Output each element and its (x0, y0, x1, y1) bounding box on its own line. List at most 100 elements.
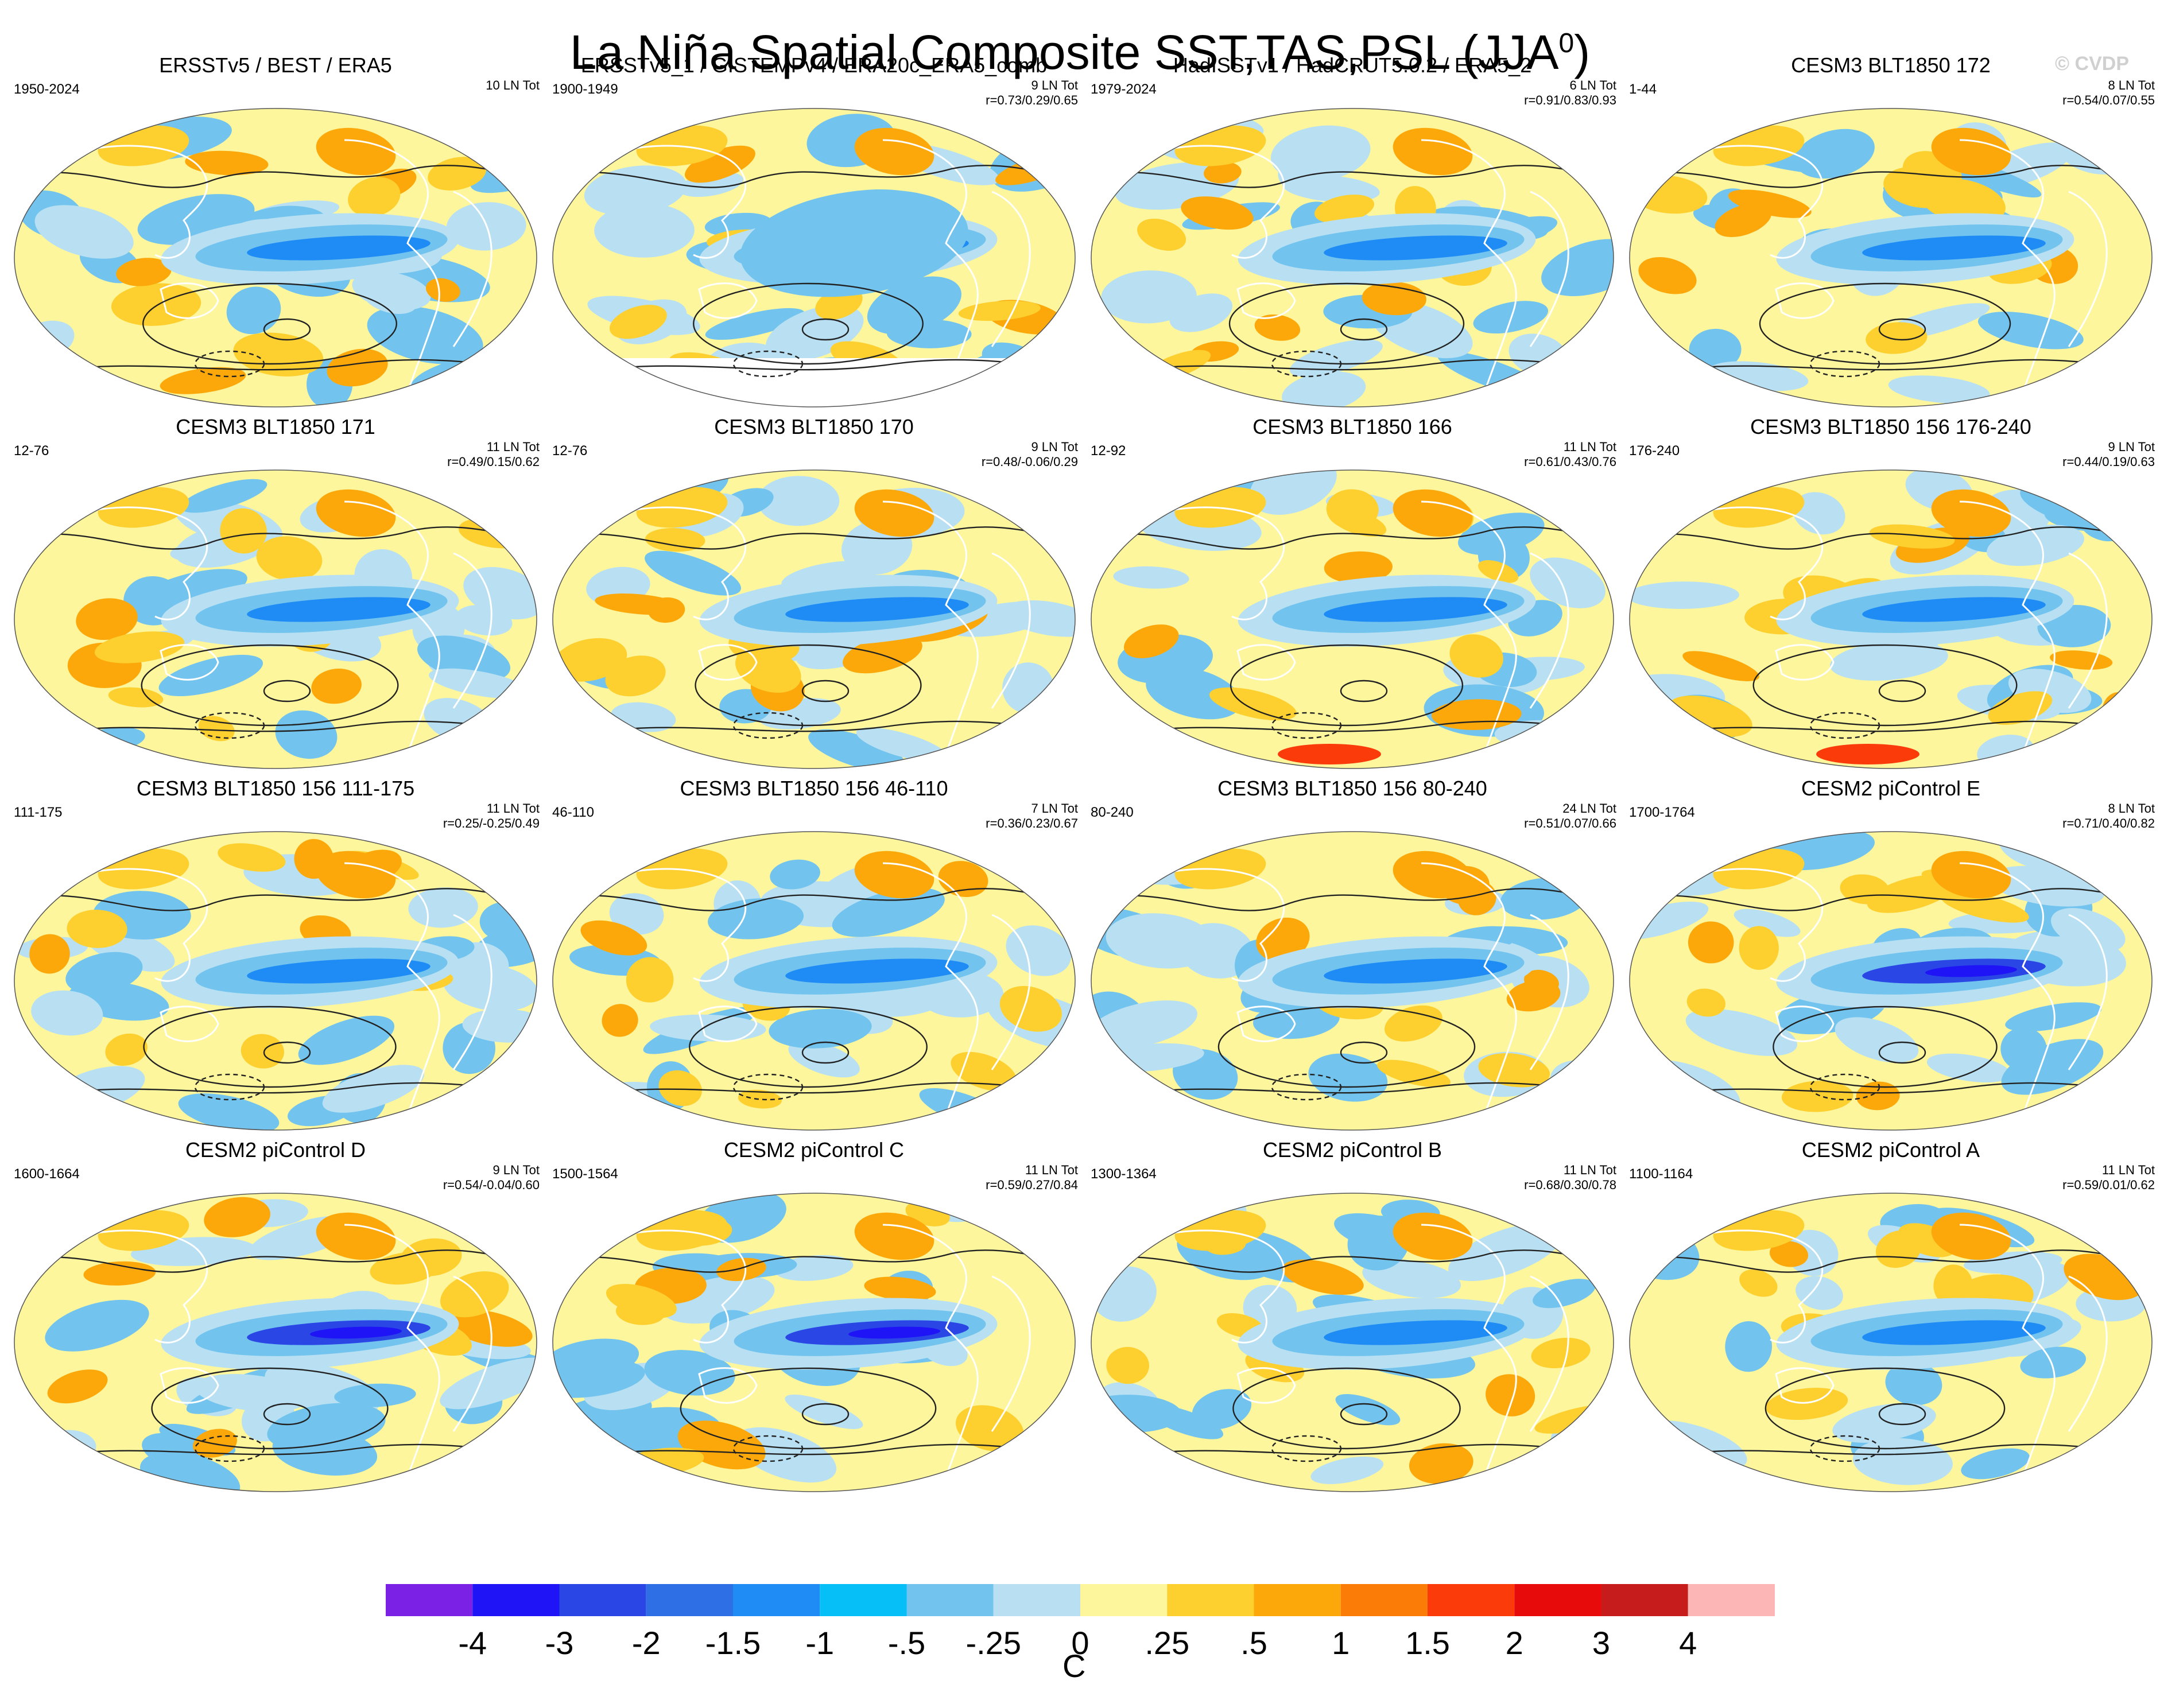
panel-correlation-stats: r=0.61/0.43/0.76 (1524, 455, 1616, 469)
warm-anomaly-patch (999, 985, 1062, 1032)
warm-anomaly-patch (1204, 161, 1242, 184)
panel-ln-count: 11 LN Tot (1025, 1163, 1078, 1177)
psl-contour-negative (1271, 1073, 1342, 1101)
cool-anomaly-patch (45, 1299, 149, 1352)
psl-contour-positive (1638, 1249, 2150, 1273)
panel-years: 12-76 (552, 443, 588, 459)
colorbar-swatch (993, 1584, 1080, 1616)
psl-contour-positive (1878, 318, 1926, 341)
asia-coastline (1157, 868, 1285, 982)
psl-contour-positive (1878, 680, 1926, 702)
africa-coastline (452, 1275, 493, 1432)
world-map (1091, 108, 1614, 407)
warm-anomaly-patch (645, 528, 705, 552)
africa-coastline (2068, 191, 2108, 347)
psl-contour-negative (1809, 712, 1880, 739)
warm-anomaly-patch (327, 348, 388, 387)
map-border (552, 1193, 1076, 1492)
panel-title: ERSSTv5_1 / GISTEMPv4 / ERA20c_ERA5_comb (580, 53, 1048, 77)
colorbar-swatch (559, 1584, 646, 1616)
cool-anomaly-patch (14, 470, 94, 506)
psl-contours (22, 1249, 534, 1462)
colorbar-swatch (1254, 1584, 1341, 1616)
americas-coastline (344, 500, 440, 755)
psl-contour-negative (194, 1073, 265, 1101)
warm-anomaly-patch (198, 716, 235, 742)
cool-anomaly-patch (584, 165, 687, 216)
warm-anomaly-patch (233, 332, 324, 376)
africa-coastline (2068, 1275, 2108, 1432)
cool-anomaly-patch (34, 205, 134, 259)
panel-title: CESM2 piControl B (1262, 1138, 1442, 1162)
cool-anomaly-patch (734, 1427, 837, 1483)
world-map (14, 469, 537, 769)
psl-contour-positive (801, 318, 850, 341)
warm-anomaly-patch (685, 145, 755, 183)
equatorial-cold-core (1324, 597, 1507, 622)
australia-coastline (1236, 1367, 1296, 1404)
panel-years: 1300-1364 (1091, 1166, 1157, 1182)
world-map (552, 108, 1076, 407)
asia-coastline (1695, 1229, 1824, 1344)
psl-contour-positive (1099, 1249, 1611, 1273)
coastlines (1695, 500, 2108, 755)
colorbar-swatch (1080, 1584, 1168, 1616)
asia-coastline (618, 1229, 747, 1344)
cool-anomaly-patch (769, 1009, 872, 1049)
cool-anomaly-patch (1689, 328, 1742, 371)
equatorial-cold-tongue (740, 189, 968, 297)
cool-anomaly-patch (1308, 1053, 1388, 1102)
psl-contour-positive (695, 644, 922, 727)
warm-anomaly-patch (1324, 551, 1393, 584)
colorbar-tick-label: 1 (1332, 1625, 1349, 1661)
psl-contour-positive (263, 680, 311, 702)
psl-contour-negative (732, 350, 804, 378)
psl-contour-positive (151, 1367, 389, 1450)
colorbar-swatch (1601, 1584, 1688, 1616)
warm-anomaly-patch (76, 598, 138, 640)
colorbar-tick-label: -2 (632, 1625, 661, 1661)
panel-title: CESM3 BLT1850 156 80-240 (1217, 777, 1487, 800)
warm-anomaly-patch (955, 1405, 1024, 1451)
colorbar-swatch (386, 1584, 473, 1616)
warm-anomaly-patch (116, 258, 172, 286)
colorbar-swatch (1514, 1584, 1601, 1616)
cool-anomaly-patch (1989, 865, 2105, 907)
warm-anomaly-patch (316, 1212, 396, 1260)
world-map (552, 469, 1076, 769)
panel-title: CESM3 BLT1850 172 (1791, 53, 1991, 77)
cool-anomaly-patch (14, 108, 100, 143)
psl-contour-positive (22, 1249, 534, 1273)
coastlines (618, 1224, 1031, 1478)
cool-anomaly-patch (594, 203, 695, 258)
cool-anomaly-patch (1734, 909, 1801, 937)
americas-coastline (1421, 862, 1517, 1116)
map-panel: CESM3 BLT1850 170 12-76 9 LN Tot r=0.48/-0.… (544, 412, 1084, 773)
cool-anomaly-patch (645, 550, 741, 596)
psl-contour-negative (1809, 1073, 1880, 1101)
warm-anomaly-patch (1314, 195, 1375, 223)
map-border (14, 469, 537, 769)
warm-anomaly-patch (1282, 1259, 1364, 1295)
colorbar-tick-label: 4 (1679, 1625, 1697, 1661)
warm-anomaly-patch (1123, 624, 1179, 658)
psl-contour-negative (194, 350, 265, 378)
world-map (1091, 469, 1614, 769)
panel-correlation-stats: r=0.49/0.15/0.62 (447, 455, 540, 469)
psl-contour-positive (1752, 644, 2018, 727)
psl-contour-negative (194, 1435, 265, 1462)
psl-contour-positive (22, 888, 534, 911)
australia-coastline (698, 1006, 758, 1042)
cool-anomaly-patch (158, 654, 263, 696)
colorbar-swatch (1340, 1584, 1428, 1616)
psl-contour-positive (689, 1006, 928, 1088)
panel-title: CESM3 BLT1850 156 111-175 (136, 777, 415, 800)
warm-anomaly-patch (83, 1261, 156, 1286)
warm-anomaly-patch (864, 1276, 936, 1301)
warm-anomaly-patch (595, 593, 682, 615)
australia-coastline (698, 644, 758, 681)
warm-anomaly-patch (1688, 921, 1734, 964)
africa-coastline (991, 552, 1031, 709)
asia-coastline (80, 1229, 208, 1344)
colorbar-tick-label: -3 (545, 1625, 574, 1661)
